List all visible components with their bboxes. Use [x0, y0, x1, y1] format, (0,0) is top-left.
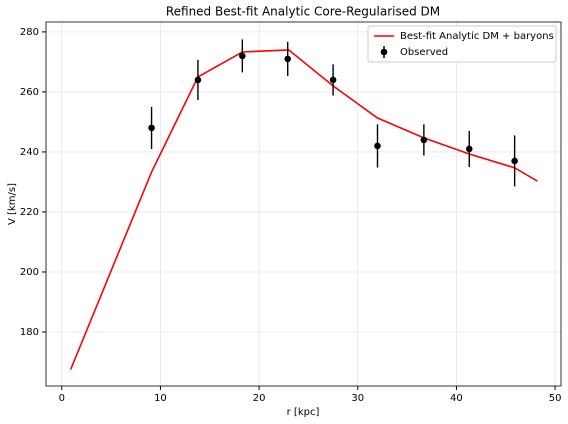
x-tick-label: 50: [549, 393, 562, 404]
x-tick-label: 30: [351, 393, 364, 404]
data-point: [374, 142, 381, 150]
legend-box: [367, 25, 557, 63]
legend-swatch: [380, 48, 388, 56]
data-point: [511, 157, 518, 165]
data-point: [239, 52, 246, 60]
chart-title: Refined Best-fit Analytic Core-Regularis…: [166, 5, 440, 19]
legend-label: Observed: [400, 47, 448, 58]
data-point: [420, 136, 428, 144]
data-point: [148, 124, 155, 132]
x-tick-label: 0: [59, 393, 65, 404]
x-axis-label: r [kpc]: [287, 407, 320, 418]
legend-label: Best-fit Analytic DM + baryons: [400, 31, 554, 42]
data-point: [194, 76, 202, 84]
plot-frame: [45, 21, 562, 387]
y-tick-label: 180: [20, 327, 39, 338]
y-tick-label: 280: [20, 27, 39, 38]
x-tick-label: 10: [154, 393, 167, 404]
y-tick-label: 240: [20, 147, 39, 158]
y-tick-label: 220: [20, 207, 39, 218]
y-axis-label: V [km/s]: [7, 183, 18, 225]
x-tick-label: 20: [253, 393, 266, 404]
data-line: [69, 49, 538, 370]
data-point: [329, 76, 337, 84]
y-tick-label: 260: [20, 87, 39, 98]
x-tick-label: 40: [450, 393, 463, 404]
data-point: [284, 55, 292, 63]
y-tick-label: 200: [20, 267, 39, 278]
data-point: [465, 145, 473, 153]
